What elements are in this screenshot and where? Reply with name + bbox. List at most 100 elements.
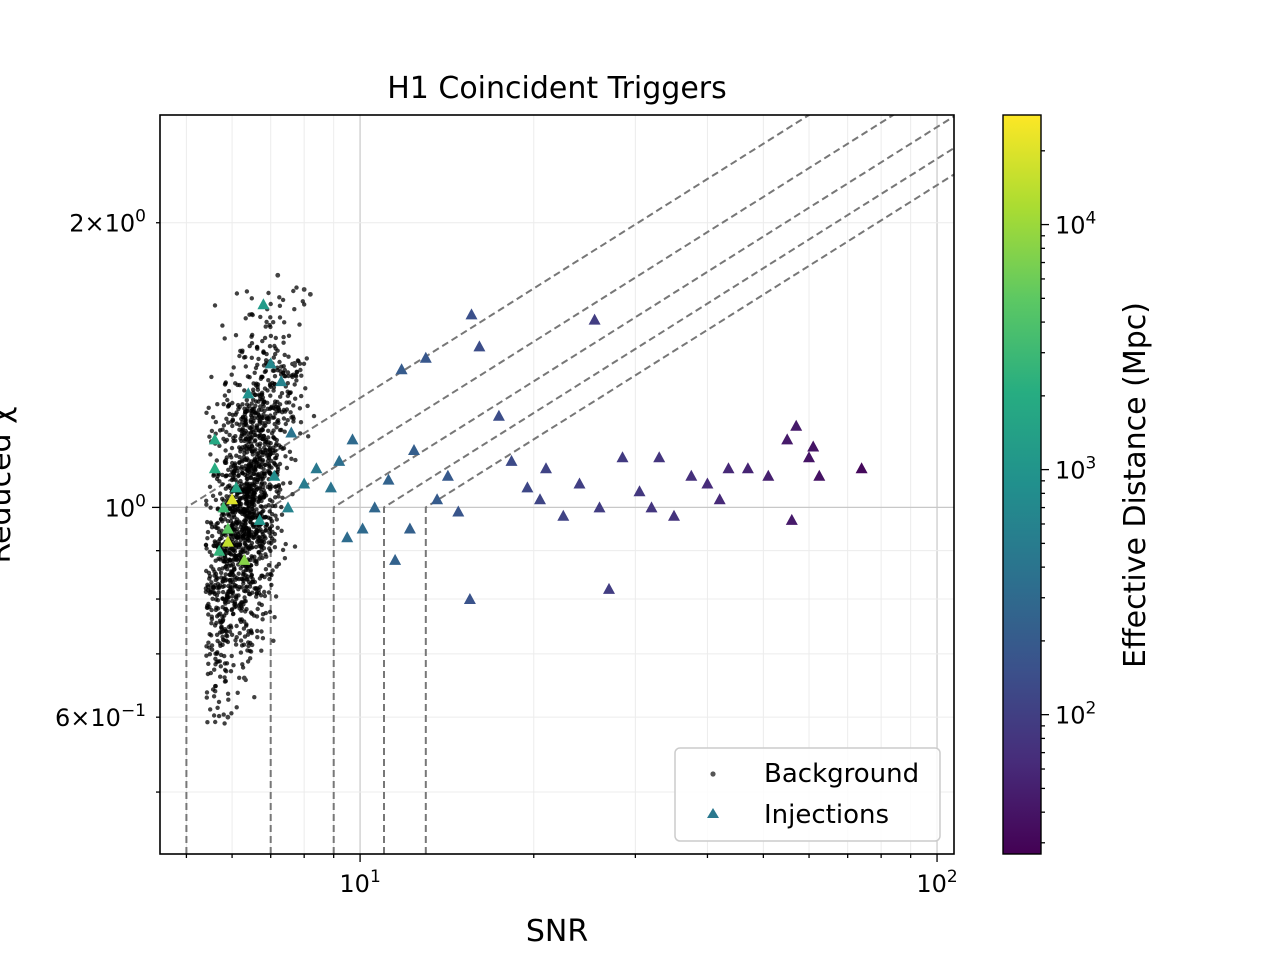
- background-point: [215, 598, 221, 603]
- threshold-curves: [185, 115, 954, 854]
- background-point: [261, 412, 266, 417]
- background-point: [286, 333, 292, 338]
- background-point: [234, 533, 239, 538]
- background-point: [253, 438, 258, 443]
- background-point: [237, 504, 243, 509]
- background-point: [246, 494, 251, 500]
- background-point: [305, 403, 310, 409]
- background-point: [219, 535, 224, 541]
- background-point: [246, 538, 252, 543]
- background-point: [277, 303, 283, 308]
- background-point: [259, 602, 264, 608]
- background-point: [248, 426, 253, 431]
- background-point: [222, 382, 228, 387]
- background-point: [290, 414, 296, 419]
- background-point: [225, 420, 231, 425]
- background-point: [271, 445, 276, 450]
- y-tick-label: 6×10−1: [55, 701, 146, 732]
- background-point: [240, 414, 246, 420]
- background-point: [283, 541, 288, 547]
- background-point: [234, 576, 240, 581]
- injection-point: [573, 477, 586, 489]
- background-point: [234, 494, 239, 500]
- background-point: [215, 520, 221, 526]
- background-point: [267, 344, 273, 349]
- background-point: [219, 570, 224, 575]
- background-point: [204, 695, 209, 700]
- background-point: [260, 612, 266, 617]
- background-point: [223, 448, 228, 453]
- background-point: [277, 427, 283, 433]
- injection-point: [813, 469, 826, 481]
- background-point: [254, 594, 259, 599]
- background-point: [240, 420, 245, 425]
- background-point: [252, 370, 257, 375]
- injection-points: [208, 298, 868, 604]
- injection-point: [217, 501, 230, 513]
- background-point: [271, 405, 276, 411]
- background-point: [214, 458, 219, 463]
- background-point: [260, 458, 266, 463]
- injection-point: [230, 481, 243, 493]
- background-point: [267, 609, 273, 615]
- y-ticks: 2×100 100 6×10−1: [55, 207, 160, 793]
- background-point: [220, 589, 226, 595]
- injection-point: [403, 522, 416, 534]
- background-point: [206, 640, 211, 645]
- background-point: [215, 705, 220, 710]
- background-point: [207, 574, 213, 579]
- background-point: [260, 636, 266, 641]
- background-point: [294, 369, 299, 374]
- background-point: [224, 429, 229, 435]
- background-point: [243, 522, 248, 527]
- background-point: [246, 504, 252, 509]
- background-point: [297, 406, 303, 411]
- background-point: [263, 324, 268, 329]
- background-point: [235, 690, 240, 695]
- background-point: [269, 431, 275, 436]
- background-points: [203, 272, 317, 726]
- background-point: [238, 602, 243, 607]
- background-point: [240, 348, 245, 353]
- injection-point: [741, 462, 754, 474]
- background-point: [270, 512, 275, 517]
- background-point: [222, 583, 227, 589]
- background-point: [248, 475, 254, 480]
- background-point: [209, 614, 214, 619]
- background-point: [262, 589, 267, 595]
- background-point: [230, 590, 236, 595]
- background-point: [261, 495, 267, 500]
- background-point: [247, 486, 252, 491]
- background-point: [218, 652, 224, 658]
- injection-point: [668, 509, 680, 521]
- background-point: [259, 407, 264, 412]
- injection-point: [557, 509, 570, 521]
- background-point: [274, 484, 279, 489]
- background-point: [227, 432, 232, 438]
- background-point: [223, 439, 228, 444]
- background-point: [267, 509, 272, 514]
- background-point: [224, 473, 229, 478]
- background-point: [227, 452, 233, 458]
- background-point: [261, 508, 266, 513]
- background-point: [281, 416, 287, 421]
- background-point: [268, 393, 273, 398]
- injection-point: [221, 535, 234, 547]
- background-point: [211, 472, 217, 477]
- background-point: [249, 341, 255, 346]
- background-point: [237, 631, 242, 636]
- background-point: [203, 542, 209, 548]
- background-point: [236, 553, 241, 558]
- background-point: [286, 354, 291, 359]
- background-point: [245, 431, 251, 436]
- background-point: [252, 448, 257, 454]
- background-point: [285, 381, 290, 386]
- background-point: [267, 546, 272, 551]
- injection-point: [356, 522, 369, 534]
- background-point: [246, 591, 252, 597]
- background-point: [272, 381, 277, 387]
- background-point: [284, 465, 290, 471]
- background-point: [297, 322, 302, 327]
- background-point: [204, 653, 209, 658]
- background-point: [210, 493, 216, 498]
